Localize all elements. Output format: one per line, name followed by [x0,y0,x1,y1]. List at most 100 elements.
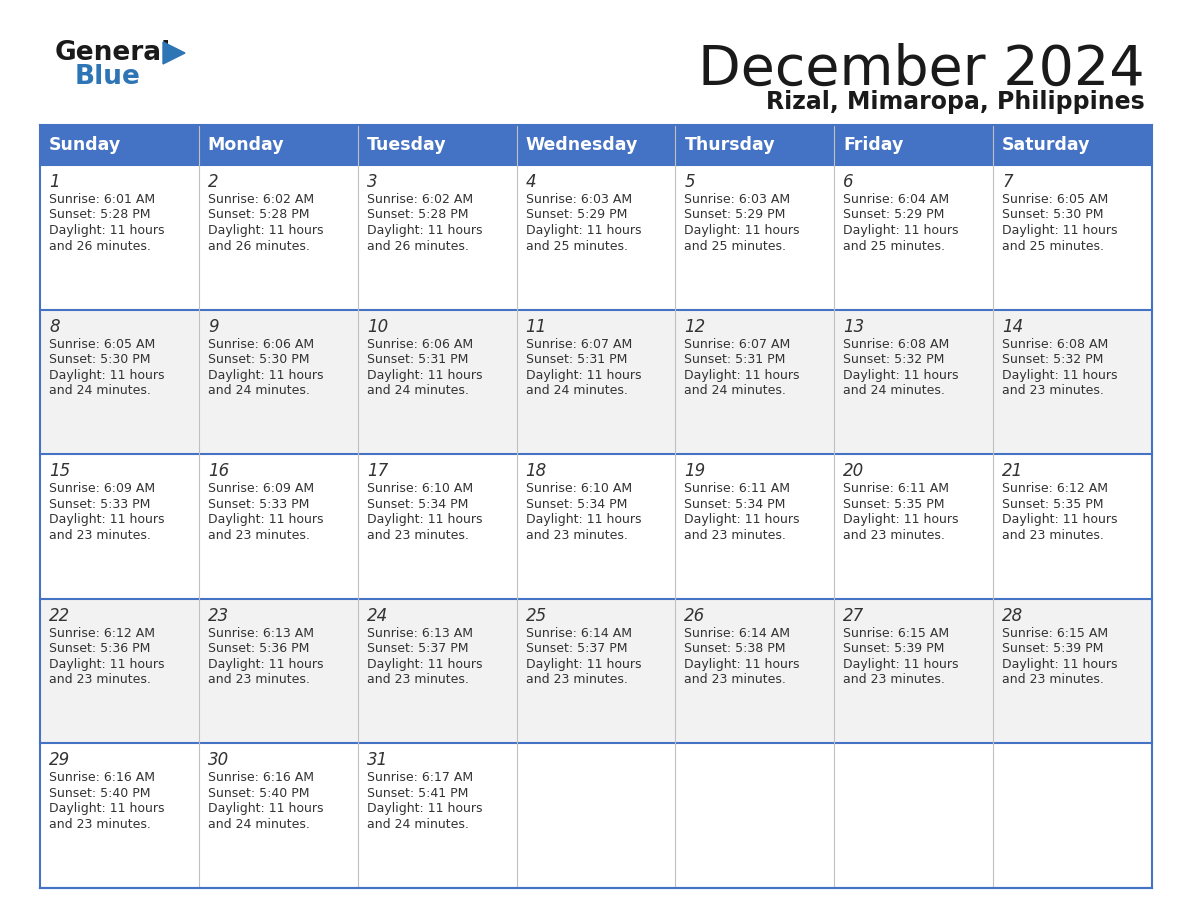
Text: Daylight: 11 hours: Daylight: 11 hours [843,369,959,382]
Text: Daylight: 11 hours: Daylight: 11 hours [208,513,323,526]
Text: Sunset: 5:31 PM: Sunset: 5:31 PM [367,353,468,366]
Text: Blue: Blue [75,64,141,90]
Text: Sunrise: 6:05 AM: Sunrise: 6:05 AM [1003,193,1108,206]
Text: Sunset: 5:37 PM: Sunset: 5:37 PM [367,643,468,655]
Text: and 23 minutes.: and 23 minutes. [367,673,468,687]
Text: Daylight: 11 hours: Daylight: 11 hours [843,513,959,526]
Text: Sunset: 5:34 PM: Sunset: 5:34 PM [367,498,468,510]
Text: and 24 minutes.: and 24 minutes. [208,384,310,397]
Text: Daylight: 11 hours: Daylight: 11 hours [684,369,800,382]
Text: Sunset: 5:41 PM: Sunset: 5:41 PM [367,787,468,800]
Text: 12: 12 [684,318,706,336]
Text: Sunrise: 6:09 AM: Sunrise: 6:09 AM [208,482,314,495]
Text: Daylight: 11 hours: Daylight: 11 hours [1003,369,1118,382]
Text: Sunrise: 6:04 AM: Sunrise: 6:04 AM [843,193,949,206]
Text: 4: 4 [525,173,536,191]
Text: Sunset: 5:37 PM: Sunset: 5:37 PM [525,643,627,655]
Text: 27: 27 [843,607,865,625]
Text: Sunset: 5:29 PM: Sunset: 5:29 PM [684,208,785,221]
Text: Sunset: 5:28 PM: Sunset: 5:28 PM [208,208,309,221]
Text: Daylight: 11 hours: Daylight: 11 hours [49,369,164,382]
Text: 14: 14 [1003,318,1023,336]
Text: Sunset: 5:40 PM: Sunset: 5:40 PM [49,787,151,800]
Text: 8: 8 [49,318,59,336]
Text: Daylight: 11 hours: Daylight: 11 hours [684,224,800,237]
Text: Sunrise: 6:07 AM: Sunrise: 6:07 AM [684,338,791,351]
Text: Sunset: 5:36 PM: Sunset: 5:36 PM [208,643,309,655]
Text: Daylight: 11 hours: Daylight: 11 hours [843,224,959,237]
Text: Daylight: 11 hours: Daylight: 11 hours [525,658,642,671]
Text: and 23 minutes.: and 23 minutes. [49,818,151,831]
Text: and 25 minutes.: and 25 minutes. [843,240,946,252]
Text: and 24 minutes.: and 24 minutes. [367,384,468,397]
Text: Daylight: 11 hours: Daylight: 11 hours [525,513,642,526]
Text: Sunrise: 6:14 AM: Sunrise: 6:14 AM [684,627,790,640]
Text: Daylight: 11 hours: Daylight: 11 hours [1003,658,1118,671]
Text: 17: 17 [367,462,388,480]
Text: Sunset: 5:28 PM: Sunset: 5:28 PM [367,208,468,221]
Text: and 25 minutes.: and 25 minutes. [1003,240,1104,252]
Text: and 23 minutes.: and 23 minutes. [49,673,151,687]
Text: Sunrise: 6:12 AM: Sunrise: 6:12 AM [1003,482,1108,495]
Text: Sunrise: 6:13 AM: Sunrise: 6:13 AM [208,627,314,640]
Text: 25: 25 [525,607,546,625]
Text: Sunrise: 6:15 AM: Sunrise: 6:15 AM [1003,627,1108,640]
Text: Sunrise: 6:06 AM: Sunrise: 6:06 AM [367,338,473,351]
Text: Daylight: 11 hours: Daylight: 11 hours [367,369,482,382]
Text: Sunrise: 6:11 AM: Sunrise: 6:11 AM [843,482,949,495]
Text: 3: 3 [367,173,378,191]
Text: Sunrise: 6:12 AM: Sunrise: 6:12 AM [49,627,154,640]
Text: Sunrise: 6:09 AM: Sunrise: 6:09 AM [49,482,156,495]
Text: Sunset: 5:39 PM: Sunset: 5:39 PM [1003,643,1104,655]
Text: 23: 23 [208,607,229,625]
Text: and 26 minutes.: and 26 minutes. [208,240,310,252]
Text: Sunrise: 6:03 AM: Sunrise: 6:03 AM [684,193,790,206]
Text: Daylight: 11 hours: Daylight: 11 hours [684,658,800,671]
Text: 28: 28 [1003,607,1023,625]
Text: Thursday: Thursday [684,136,775,154]
Text: and 26 minutes.: and 26 minutes. [49,240,151,252]
Text: Sunrise: 6:08 AM: Sunrise: 6:08 AM [1003,338,1108,351]
Text: 9: 9 [208,318,219,336]
Text: Daylight: 11 hours: Daylight: 11 hours [208,224,323,237]
Text: and 23 minutes.: and 23 minutes. [525,529,627,542]
Text: and 23 minutes.: and 23 minutes. [843,529,946,542]
Text: Daylight: 11 hours: Daylight: 11 hours [843,658,959,671]
Text: Wednesday: Wednesday [525,136,638,154]
Text: and 23 minutes.: and 23 minutes. [684,673,786,687]
Text: and 23 minutes.: and 23 minutes. [208,529,310,542]
Text: Sunset: 5:32 PM: Sunset: 5:32 PM [1003,353,1104,366]
Text: December 2024: December 2024 [699,43,1145,97]
Text: Daylight: 11 hours: Daylight: 11 hours [49,224,164,237]
Text: Sunset: 5:29 PM: Sunset: 5:29 PM [525,208,627,221]
Text: and 25 minutes.: and 25 minutes. [525,240,627,252]
Text: Sunrise: 6:16 AM: Sunrise: 6:16 AM [208,771,314,784]
Bar [40,165,1152,309]
Text: Sunrise: 6:15 AM: Sunrise: 6:15 AM [843,627,949,640]
Text: 29: 29 [49,752,70,769]
Text: Sunrise: 6:03 AM: Sunrise: 6:03 AM [525,193,632,206]
Text: 11: 11 [525,318,546,336]
Text: Sunset: 5:30 PM: Sunset: 5:30 PM [49,353,151,366]
Text: 20: 20 [843,462,865,480]
Text: Daylight: 11 hours: Daylight: 11 hours [49,658,164,671]
Text: 10: 10 [367,318,388,336]
Text: Sunset: 5:28 PM: Sunset: 5:28 PM [49,208,151,221]
Text: Sunday: Sunday [49,136,121,154]
Text: and 26 minutes.: and 26 minutes. [367,240,468,252]
Bar [40,744,1152,888]
Text: 1: 1 [49,173,59,191]
Text: Sunset: 5:31 PM: Sunset: 5:31 PM [525,353,627,366]
Text: and 23 minutes.: and 23 minutes. [684,529,786,542]
Text: Daylight: 11 hours: Daylight: 11 hours [1003,224,1118,237]
Text: Sunrise: 6:01 AM: Sunrise: 6:01 AM [49,193,156,206]
Text: and 23 minutes.: and 23 minutes. [843,673,946,687]
Text: Sunset: 5:35 PM: Sunset: 5:35 PM [1003,498,1104,510]
Text: 30: 30 [208,752,229,769]
Bar [40,125,1152,165]
Text: Sunrise: 6:11 AM: Sunrise: 6:11 AM [684,482,790,495]
Text: Sunset: 5:33 PM: Sunset: 5:33 PM [208,498,309,510]
Text: Daylight: 11 hours: Daylight: 11 hours [49,802,164,815]
Text: and 23 minutes.: and 23 minutes. [49,529,151,542]
Text: Sunrise: 6:05 AM: Sunrise: 6:05 AM [49,338,156,351]
